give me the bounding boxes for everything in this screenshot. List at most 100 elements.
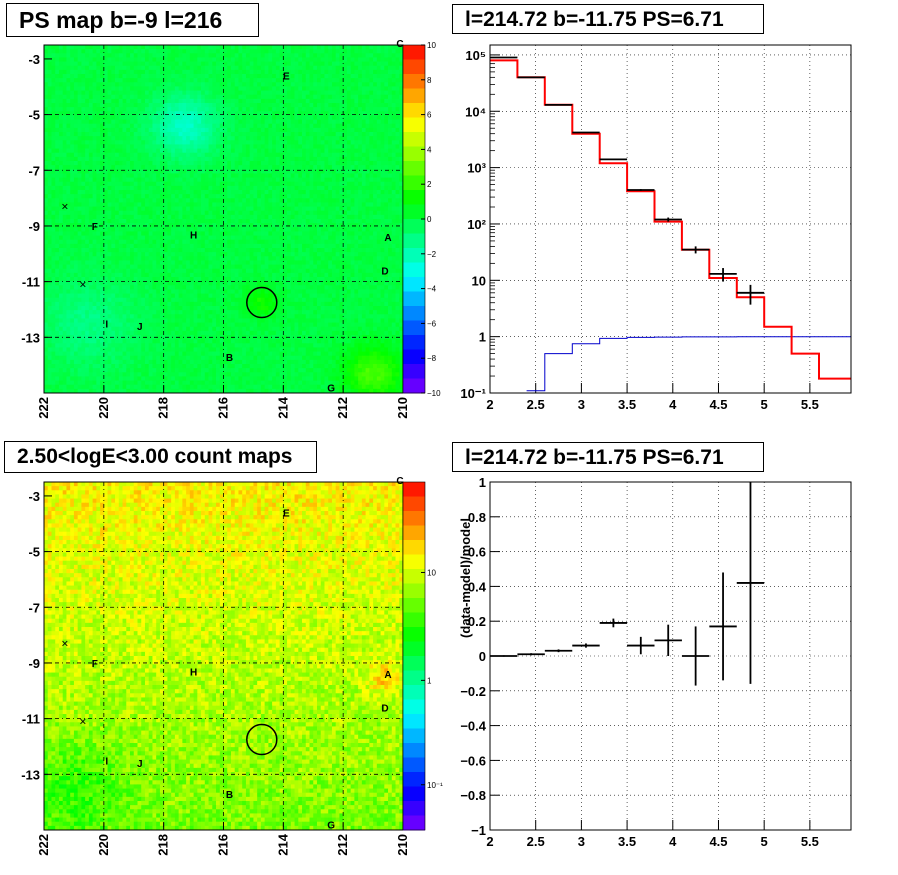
- heatmap-cell: [77, 156, 82, 162]
- heatmap-cell: [92, 98, 97, 104]
- heatmap-cell: [339, 111, 344, 116]
- heatmap-cell: [47, 107, 52, 112]
- heatmap-cell: [260, 161, 266, 166]
- heatmap-cell: [137, 173, 142, 178]
- heatmap-cell: [219, 90, 224, 96]
- heatmap-cell: [395, 107, 400, 112]
- heatmap-cell: [290, 148, 295, 154]
- heatmap-cell: [208, 57, 213, 62]
- heatmap-cell: [81, 119, 86, 125]
- heatmap-cell: [260, 45, 266, 50]
- heatmap-cell: [365, 123, 370, 129]
- heatmap-cell: [339, 57, 344, 62]
- heatmap-cell: [137, 256, 142, 261]
- heatmap-cell: [380, 140, 385, 145]
- heatmap-cell: [361, 107, 366, 112]
- heatmap-cell: [249, 65, 254, 71]
- heatmap-cell: [234, 98, 239, 104]
- heatmap-cell: [305, 219, 310, 224]
- heatmap-cell: [287, 248, 292, 253]
- heatmap-cell: [376, 49, 381, 54]
- heatmap-cell: [373, 185, 378, 191]
- heatmap-cell: [167, 49, 172, 54]
- heatmap-cell: [302, 78, 307, 83]
- heatmap-cell: [365, 78, 370, 83]
- heatmap-cell: [73, 210, 79, 216]
- heatmap-cell: [167, 140, 172, 145]
- heatmap-cell: [193, 144, 198, 149]
- heatmap-cell: [309, 219, 314, 224]
- heatmap-cell: [395, 90, 400, 96]
- heatmap-cell: [182, 248, 187, 253]
- heatmap-cell: [313, 45, 318, 50]
- heatmap-cell: [242, 152, 247, 158]
- heatmap-cell: [133, 252, 138, 257]
- heatmap-cell: [118, 140, 123, 145]
- heatmap-cell: [328, 74, 333, 79]
- heatmap-cell: [111, 45, 116, 50]
- heatmap-cell: [294, 90, 299, 96]
- heatmap-cell: [260, 248, 266, 253]
- heatmap-cell: [100, 111, 105, 116]
- heatmap-cell: [219, 256, 224, 261]
- heatmap-cell: [302, 103, 307, 108]
- heatmap-cell: [260, 194, 266, 199]
- heatmap-cell: [335, 136, 340, 141]
- heatmap-cell: [189, 90, 194, 96]
- heatmap-cell: [189, 127, 194, 133]
- heatmap-cell: [230, 198, 236, 203]
- heatmap-cell: [358, 256, 363, 261]
- heatmap-cell: [126, 181, 131, 187]
- heatmap-cell: [245, 65, 251, 71]
- heatmap-cell: [219, 239, 224, 245]
- heatmap-cell: [178, 123, 183, 129]
- heatmap-cell: [66, 61, 71, 67]
- heatmap-cell: [343, 132, 348, 137]
- heatmap-cell: [316, 136, 322, 141]
- heatmap-cell: [275, 194, 280, 199]
- heatmap-cell: [122, 132, 127, 137]
- heatmap-cell: [324, 256, 329, 261]
- heatmap-cell: [115, 94, 120, 100]
- heatmap-cell: [249, 140, 254, 145]
- heatmap-cell: [395, 161, 400, 166]
- heatmap-cell: [100, 256, 105, 261]
- heatmap-cell: [391, 103, 396, 108]
- heatmap-cell: [361, 161, 366, 166]
- heatmap-cell: [58, 235, 64, 241]
- heatmap-cell: [253, 219, 258, 224]
- heatmap-cell: [219, 53, 224, 58]
- heatmap-cell: [230, 98, 236, 104]
- heatmap-cell: [47, 98, 52, 104]
- heatmap-cell: [238, 127, 243, 133]
- heatmap-cell: [141, 148, 146, 154]
- heatmap-cell: [111, 57, 116, 62]
- heatmap-cell: [115, 169, 120, 174]
- heatmap-cell: [47, 119, 52, 125]
- heatmap-cell: [193, 173, 198, 178]
- heatmap-cell: [238, 82, 243, 87]
- heatmap-cell: [208, 256, 213, 261]
- heatmap-cell: [227, 115, 232, 120]
- heatmap-cell: [339, 227, 344, 232]
- heatmap-cell: [197, 103, 202, 108]
- heatmap-cell: [92, 140, 97, 145]
- heatmap-cell: [171, 82, 176, 87]
- heatmap-cell: [230, 173, 236, 178]
- heatmap-cell: [335, 235, 340, 241]
- heatmap-cell: [182, 194, 187, 199]
- heatmap-cell: [257, 235, 262, 241]
- heatmap-cell: [391, 94, 396, 100]
- heatmap-cell: [230, 65, 236, 71]
- heatmap-cell: [182, 86, 187, 91]
- heatmap-cell: [365, 144, 370, 149]
- heatmap-cell: [167, 86, 172, 91]
- heatmap-cell: [118, 82, 123, 87]
- heatmap-cell: [238, 173, 243, 178]
- heatmap-cell: [186, 144, 191, 149]
- heatmap-cell: [380, 202, 385, 207]
- heatmap-cell: [399, 177, 404, 183]
- heatmap-cell: [212, 185, 217, 191]
- heatmap-cell: [316, 61, 322, 67]
- heatmap-cell: [354, 90, 359, 96]
